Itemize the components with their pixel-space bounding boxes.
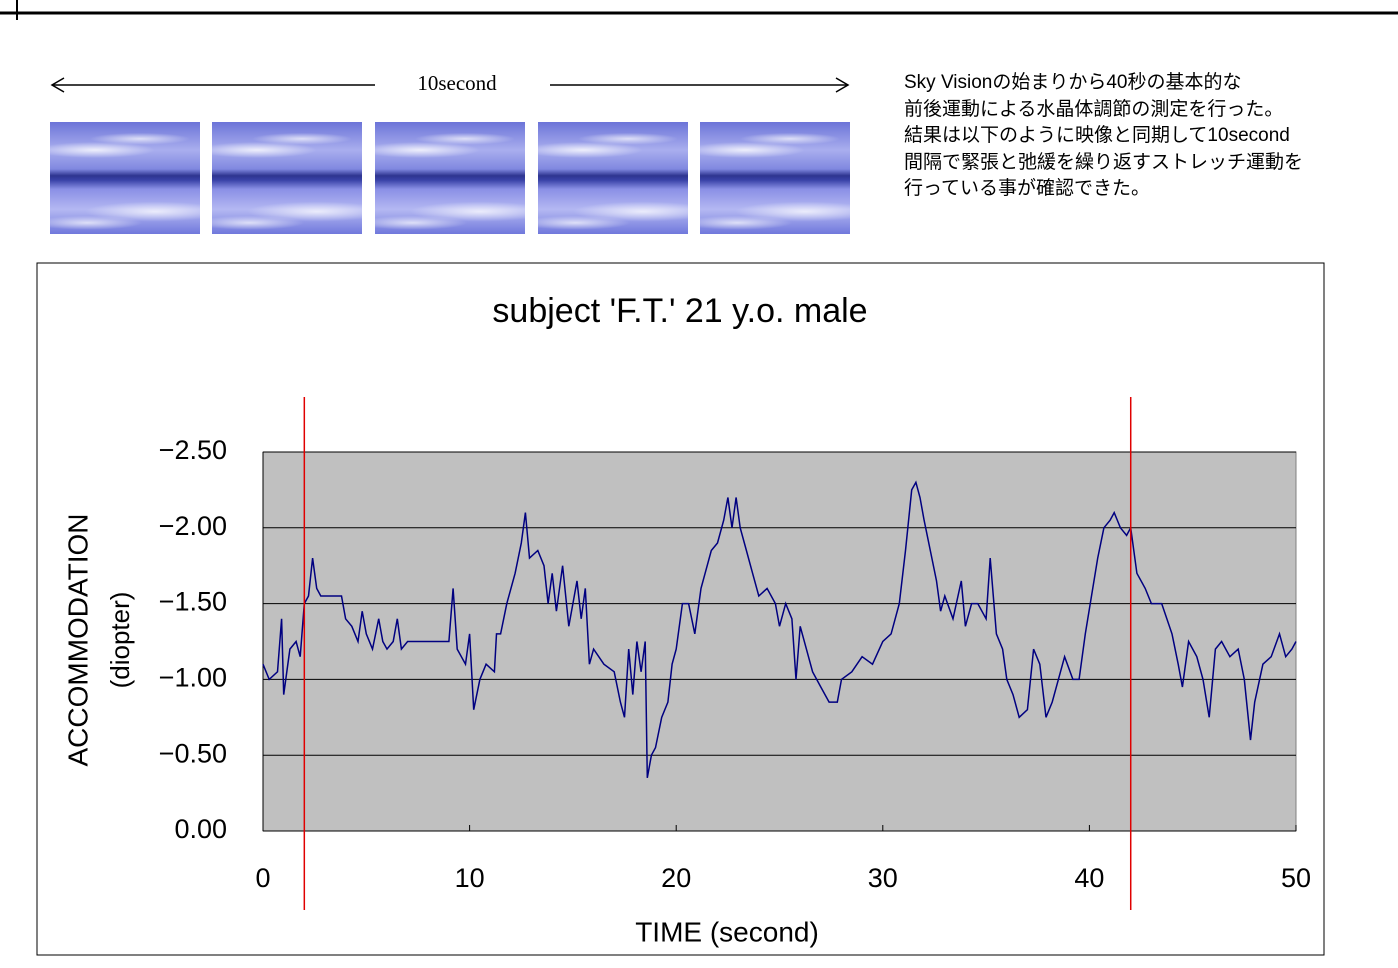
x-tick-label: 40 [1074,863,1104,893]
y-tick-label: −0.50 [159,738,227,768]
sky-image [700,122,850,234]
x-tick-label: 0 [255,863,270,893]
y-axis-title-line: ACCOMMODATION [62,513,93,766]
span-arrow [50,77,850,93]
y-tick-label: −2.00 [159,511,227,541]
x-tick-label: 10 [455,863,485,893]
y-tick-label: −1.00 [159,663,227,693]
x-axis-title: TIME (second) [635,916,819,947]
description: Sky Visionの始まりから40秒の基本的な 前後運動による水晶体調節の測定… [904,70,1303,203]
x-tick-label: 30 [868,863,898,893]
description-line: 前後運動による水晶体調節の測定を行った。 [904,98,1284,120]
description-line: Sky Visionの始まりから40秒の基本的な [904,72,1242,93]
span-label: 10second [417,71,497,95]
y-tick-label: −1.50 [159,587,227,617]
y-axis-title: ACCOMMODATION (diopter) [62,513,134,766]
description-line: 行っている事が確認できた。 [904,178,1151,199]
x-tick-label: 50 [1281,863,1311,893]
sky-image [50,122,200,234]
description-line: 間隔で緊張と弛緩を繰り返すストレッチ運動を [904,151,1304,173]
sky-image [375,122,525,234]
description-line: 結果は以下のように映像と同期して10second [904,125,1290,146]
y-axis-title-line: (diopter) [105,592,135,689]
x-tick-label: 20 [661,863,691,893]
data-line [262,480,1297,779]
y-tick-label: 0.00 [174,814,227,844]
y-tick-label: −2.50 [159,435,227,465]
sky-image [538,122,688,234]
chart-title: subject 'F.T.' 21 y.o. male [492,292,867,330]
sky-image [212,122,362,234]
